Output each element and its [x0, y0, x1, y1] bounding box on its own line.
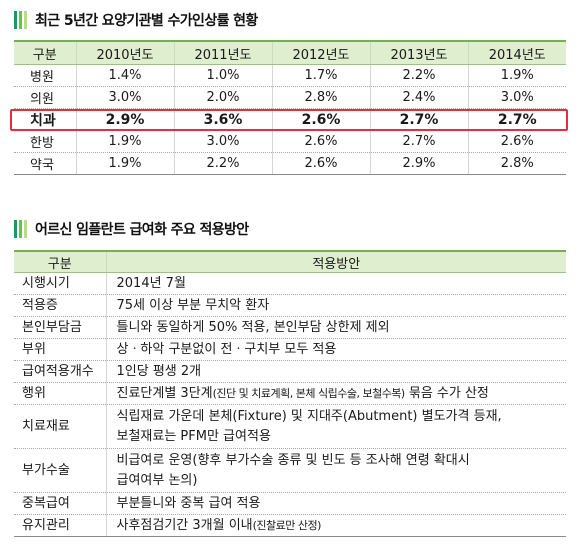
col-header: 구분 [14, 250, 106, 273]
table-cell: 3.0% [75, 86, 174, 109]
table-cell: 사후점검기간 3개월 이내(진찰료만 산정) [105, 514, 566, 537]
row-label: 급여적용개수 [14, 360, 106, 383]
cell-line: 급여여부 논의) [116, 472, 198, 488]
table-cell: 2.7% [467, 108, 566, 131]
col-header: 구분 [14, 40, 76, 65]
table-row: 치료재료 식립재료 가운데 본체(Fixture) 및 지대주(Abutment… [14, 404, 566, 449]
table-cell: 2.2% [369, 64, 468, 87]
cell-line: 식립재료 가운데 본체(Fixture) 및 지대주(Abutment) 별도가… [116, 408, 502, 424]
section1-title-text: 최근 5년간 요양기관별 수가인상률 현황 [35, 13, 258, 29]
table-cell: 3.6% [173, 108, 272, 131]
row-label: 부위 [14, 338, 106, 361]
table-cell: 75세 이상 부분 무치악 환자 [105, 294, 566, 317]
table-cell: 틀니와 동일하게 50% 적용, 본인부담 상한제 제외 [105, 316, 566, 339]
table-row-highlighted: 치과 2.9% 3.6% 2.6% 2.7% 2.7% [14, 108, 566, 131]
table-cell: 2.2% [173, 152, 272, 175]
cell-line: 비급여로 운영(향후 부가수술 종류 및 빈도 등 조사해 연령 확대시 [116, 452, 470, 468]
table-cell: 2.9% [369, 152, 468, 175]
section2-title-text: 어르신 임플란트 급여화 주요 적용방안 [35, 222, 249, 238]
col-header: 2010년도 [75, 40, 174, 65]
table-cell: 2.0% [173, 86, 272, 109]
cell-note: (진단 및 치료계획, 본체 식립수술, 보철수복) [212, 386, 406, 400]
cell-text: 묶음 수가 산정 [404, 385, 489, 401]
table-row: 중복급여 부분틀니와 중복 급여 적용 [14, 492, 566, 515]
section2-title: 어르신 임플란트 급여화 주요 적용방안 [14, 219, 249, 239]
table-cell: 2.8% [271, 86, 370, 109]
cell-line: 보철재료는 PFM만 급여적용 [116, 428, 271, 444]
table-row: 한방 1.9% 3.0% 2.6% 2.7% 2.6% [14, 130, 566, 153]
implant-policy-table: 구분 적용방안 시행시기 2014년 7월 적용증 75세 이상 부분 무치악 … [14, 250, 566, 537]
row-label: 병원 [14, 64, 76, 87]
col-header: 2011년도 [173, 40, 272, 65]
cell-text: 사후점검기간 3개월 이내 [116, 517, 253, 533]
table-row: 병원 1.4% 1.0% 1.7% 2.2% 1.9% [14, 64, 566, 87]
col-header: 2013년도 [369, 40, 468, 65]
cell-text: 진료단계별 3단계 [116, 385, 213, 401]
table-cell: 2.7% [369, 130, 468, 153]
table-row: 본인부담금 틀니와 동일하게 50% 적용, 본인부담 상한제 제외 [14, 316, 566, 339]
table-cell: 1.0% [173, 64, 272, 87]
table-row: 급여적용개수 1인당 평생 2개 [14, 360, 566, 383]
table-cell: 3.0% [173, 130, 272, 153]
row-label: 본인부담금 [14, 316, 106, 339]
table-row: 의원 3.0% 2.0% 2.8% 2.4% 3.0% [14, 86, 566, 109]
table-cell: 1.9% [75, 130, 174, 153]
row-label: 한방 [14, 130, 76, 153]
table-cell: 식립재료 가운데 본체(Fixture) 및 지대주(Abutment) 별도가… [105, 404, 566, 449]
table-cell: 상ㆍ하악 구분없이 전ㆍ구치부 모두 적용 [105, 338, 566, 361]
table-cell: 2.6% [271, 152, 370, 175]
table-row: 시행시기 2014년 7월 [14, 272, 566, 295]
row-label: 부가수술 [14, 448, 106, 493]
table-cell: 2.6% [271, 130, 370, 153]
table-row: 부가수술 비급여로 운영(향후 부가수술 종류 및 빈도 등 조사해 연령 확대… [14, 448, 566, 493]
table-header-row: 구분 2010년도 2011년도 2012년도 2013년도 2014년도 [14, 40, 566, 65]
title-bar-icon [14, 11, 27, 29]
fee-increase-table: 구분 2010년도 2011년도 2012년도 2013년도 2014년도 병원… [14, 40, 566, 175]
row-label: 적용증 [14, 294, 106, 317]
row-label: 행위 [14, 382, 106, 405]
cell-note: (진찰료만 산정) [252, 518, 322, 532]
table-cell: 1인당 평생 2개 [105, 360, 566, 383]
table-cell: 2.6% [467, 130, 566, 153]
col-header: 2012년도 [271, 40, 370, 65]
table-cell: 2.8% [467, 152, 566, 175]
table-cell: 1.9% [467, 64, 566, 87]
table-cell: 1.7% [271, 64, 370, 87]
table-cell: 진료단계별 3단계(진단 및 치료계획, 본체 식립수술, 보철수복) 묶음 수… [105, 382, 566, 405]
table-row: 유지관리 사후점검기간 3개월 이내(진찰료만 산정) [14, 514, 566, 537]
table-row: 약국 1.9% 2.2% 2.6% 2.9% 2.8% [14, 152, 566, 175]
row-label: 유지관리 [14, 514, 106, 537]
table-cell: 2.4% [369, 86, 468, 109]
row-label: 의원 [14, 86, 76, 109]
col-header: 적용방안 [105, 250, 566, 273]
row-label: 중복급여 [14, 492, 106, 515]
row-label: 시행시기 [14, 272, 106, 295]
table-cell: 3.0% [467, 86, 566, 109]
row-label: 치료재료 [14, 404, 106, 449]
table-header-row: 구분 적용방안 [14, 250, 566, 273]
col-header: 2014년도 [467, 40, 566, 65]
table-cell: 2014년 7월 [105, 272, 566, 295]
table-row: 행위 진료단계별 3단계(진단 및 치료계획, 본체 식립수술, 보철수복) 묶… [14, 382, 566, 405]
row-label: 약국 [14, 152, 76, 175]
row-label: 치과 [14, 108, 76, 131]
table-cell: 1.4% [75, 64, 174, 87]
table-row: 적용증 75세 이상 부분 무치악 환자 [14, 294, 566, 317]
table-cell: 부분틀니와 중복 급여 적용 [105, 492, 566, 515]
table-row: 부위 상ㆍ하악 구분없이 전ㆍ구치부 모두 적용 [14, 338, 566, 361]
highlight-box [10, 109, 568, 131]
title-bar-icon [14, 220, 27, 238]
table-cell: 1.9% [75, 152, 174, 175]
section1-title: 최근 5년간 요양기관별 수가인상률 현황 [14, 10, 258, 30]
